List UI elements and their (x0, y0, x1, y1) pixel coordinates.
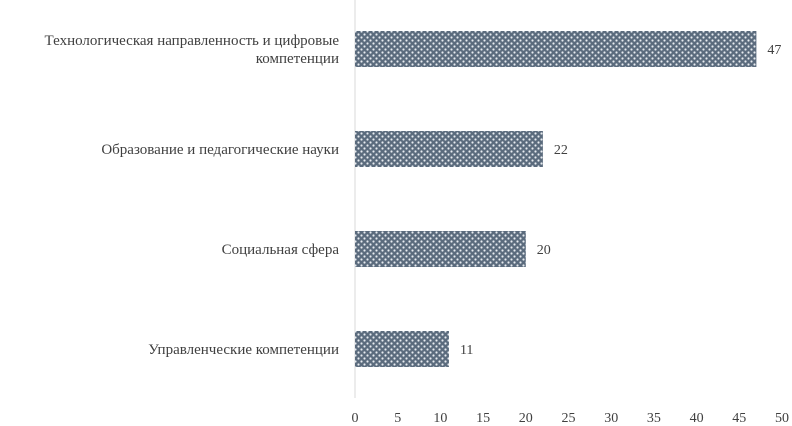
x-tick-label-9: 45 (732, 411, 746, 426)
category-labels: Технологическая направленность и цифровы… (45, 33, 340, 358)
x-tick-label-2: 10 (433, 411, 447, 426)
value-label-0: 47 (767, 43, 781, 58)
category-label-3: Управленческие компетенции (148, 342, 339, 358)
category-label-2: Социальная сфера (222, 242, 340, 258)
category-label-line: компетенции (256, 51, 339, 67)
value-label-3: 11 (460, 343, 473, 358)
bar-1 (355, 131, 543, 167)
bar-0 (355, 31, 757, 67)
x-tick-label-1: 5 (394, 411, 401, 426)
category-label-line: Образование и педагогические науки (101, 142, 339, 158)
category-label-0: Технологическая направленность и цифровы… (45, 33, 340, 67)
x-tick-label-5: 25 (562, 411, 576, 426)
value-labels: 47 22 20 11 (460, 43, 781, 358)
value-label-2: 20 (537, 243, 551, 258)
x-tick-label-8: 40 (690, 411, 704, 426)
bar-2 (355, 231, 526, 267)
x-axis-tick-labels: 0 5 10 15 20 25 30 35 40 45 50 (352, 411, 790, 426)
x-tick-label-10: 50 (775, 411, 789, 426)
bar-3 (355, 331, 449, 367)
x-tick-label-0: 0 (352, 411, 359, 426)
category-label-1: Образование и педагогические науки (101, 142, 339, 158)
x-tick-label-6: 30 (604, 411, 618, 426)
x-tick-label-3: 15 (476, 411, 490, 426)
bars-group (355, 31, 757, 367)
category-label-line: Технологическая направленность и цифровы… (45, 33, 340, 49)
x-tick-label-7: 35 (647, 411, 661, 426)
category-label-line: Управленческие компетенции (148, 342, 339, 358)
category-label-line: Социальная сфера (222, 242, 340, 258)
x-tick-label-4: 20 (519, 411, 533, 426)
value-label-1: 22 (554, 143, 568, 158)
